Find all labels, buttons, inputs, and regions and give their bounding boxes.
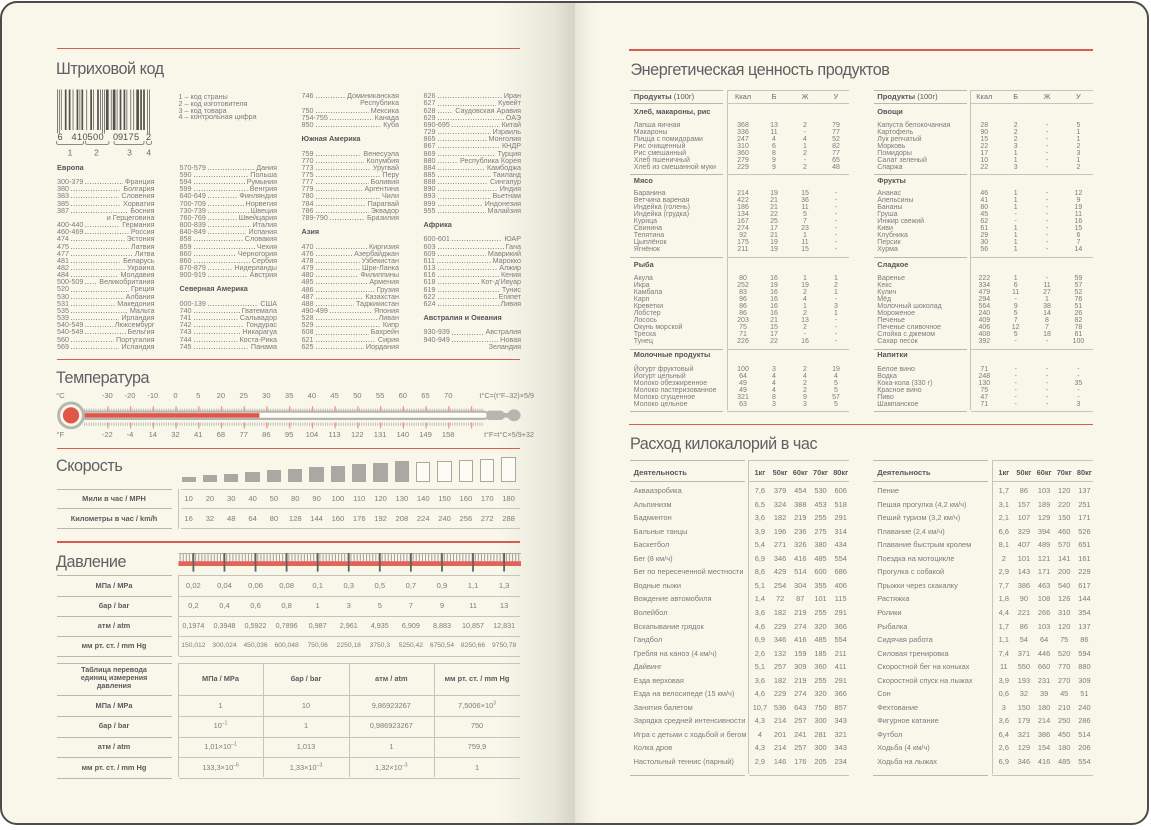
svg-text:-22: -22 [102, 430, 113, 439]
svg-text:1: 1 [77, 132, 82, 142]
svg-text:32: 32 [171, 430, 179, 439]
svg-text:4: 4 [71, 132, 76, 142]
svg-text:20: 20 [217, 391, 225, 400]
svg-text:0: 0 [98, 132, 103, 142]
svg-text:°C: °C [56, 391, 65, 400]
svg-text:0: 0 [93, 132, 98, 142]
svg-text:1: 1 [68, 148, 73, 158]
svg-text:70: 70 [444, 391, 452, 400]
svg-text:113: 113 [329, 430, 341, 439]
svg-text:60: 60 [399, 391, 407, 400]
svg-text:95: 95 [285, 430, 293, 439]
svg-text:1: 1 [123, 132, 128, 142]
svg-text:t°C=(t°F–32)×5/9: t°C=(t°F–32)×5/9 [480, 391, 535, 400]
svg-text:131: 131 [374, 430, 387, 439]
svg-text:140: 140 [396, 430, 409, 439]
svg-text:5: 5 [87, 132, 92, 142]
svg-text:25: 25 [239, 391, 247, 400]
svg-text:7: 7 [128, 132, 133, 142]
svg-text:40: 40 [308, 391, 316, 400]
svg-text:0: 0 [113, 132, 118, 142]
svg-text:9: 9 [118, 132, 123, 142]
svg-text:14: 14 [149, 430, 157, 439]
svg-text:-30: -30 [102, 391, 113, 400]
svg-text:t°F=t°C×5/9+32: t°F=t°C×5/9+32 [484, 430, 534, 439]
svg-text:149: 149 [419, 430, 432, 439]
svg-text:158: 158 [442, 430, 455, 439]
svg-text:0: 0 [173, 391, 177, 400]
svg-text:86: 86 [262, 430, 270, 439]
svg-text:45: 45 [330, 391, 338, 400]
svg-text:68: 68 [217, 430, 225, 439]
svg-text:50: 50 [353, 391, 361, 400]
svg-text:-20: -20 [125, 391, 136, 400]
svg-text:0: 0 [82, 132, 87, 142]
svg-text:-4: -4 [127, 430, 134, 439]
svg-text:41: 41 [194, 430, 202, 439]
svg-text:77: 77 [239, 430, 247, 439]
svg-text:5: 5 [196, 391, 200, 400]
svg-text:35: 35 [285, 391, 293, 400]
svg-text:65: 65 [421, 391, 429, 400]
svg-text:30: 30 [262, 391, 270, 400]
svg-text:55: 55 [376, 391, 384, 400]
svg-text:6: 6 [57, 132, 62, 142]
svg-text:°F: °F [57, 430, 65, 439]
svg-text:122: 122 [351, 430, 364, 439]
svg-text:3: 3 [127, 148, 132, 158]
svg-text:2: 2 [94, 148, 99, 158]
svg-text:2: 2 [146, 132, 151, 142]
svg-text:5: 5 [134, 132, 139, 142]
svg-text:104: 104 [306, 430, 319, 439]
svg-text:-10: -10 [147, 391, 158, 400]
svg-text:4: 4 [146, 148, 151, 158]
